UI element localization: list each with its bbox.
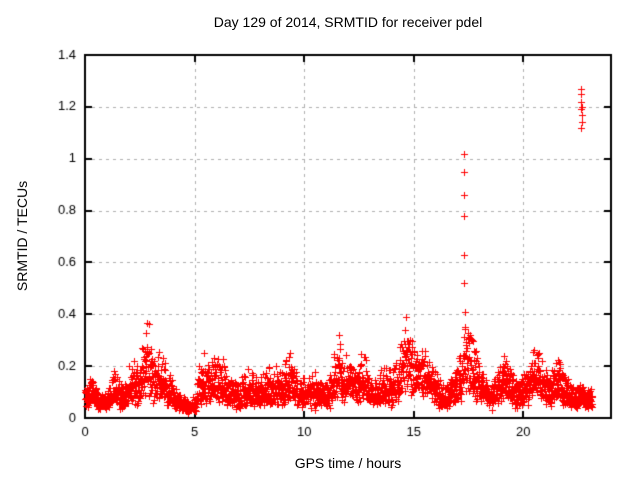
chart-title: Day 129 of 2014, SRMTID for receiver pde…: [213, 14, 483, 30]
x-axis-label: GPS time / hours: [294, 455, 402, 471]
y-axis-label: SRMTID / TECUs: [14, 180, 30, 292]
